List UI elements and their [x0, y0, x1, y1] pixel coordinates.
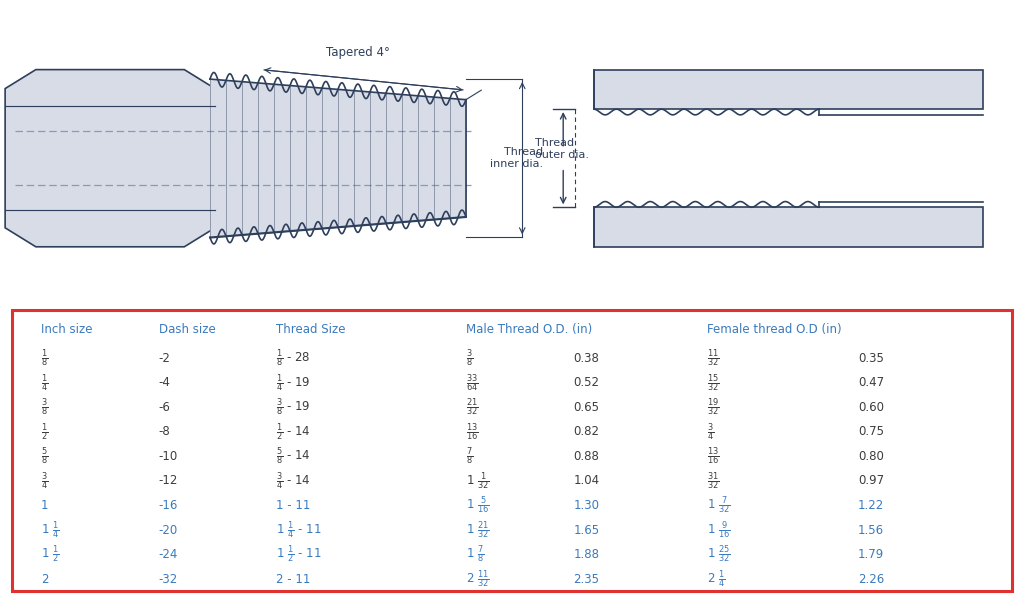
Text: 1 $\frac{21}{32}$: 1 $\frac{21}{32}$ — [466, 519, 489, 541]
Text: 1 $\frac{25}{32}$: 1 $\frac{25}{32}$ — [707, 544, 730, 565]
Text: $\frac{3}{4}$: $\frac{3}{4}$ — [707, 421, 714, 442]
Text: $\frac{3}{4}$ - 14: $\frac{3}{4}$ - 14 — [276, 470, 311, 492]
Text: 1 $\frac{5}{16}$: 1 $\frac{5}{16}$ — [466, 495, 489, 516]
Text: 2 - 11: 2 - 11 — [276, 573, 311, 586]
Polygon shape — [5, 70, 215, 247]
Text: $\frac{11}{32}$: $\frac{11}{32}$ — [707, 347, 719, 369]
Text: 2: 2 — [41, 573, 48, 586]
Text: -24: -24 — [159, 548, 178, 561]
Text: $\frac{13}{16}$: $\frac{13}{16}$ — [707, 445, 719, 467]
Text: 2 $\frac{1}{4}$: 2 $\frac{1}{4}$ — [707, 568, 725, 590]
Text: 1 $\frac{1}{32}$: 1 $\frac{1}{32}$ — [466, 470, 489, 492]
Text: 1 $\frac{1}{4}$: 1 $\frac{1}{4}$ — [41, 519, 59, 541]
Text: 0.47: 0.47 — [858, 376, 885, 389]
Text: 0.75: 0.75 — [858, 425, 884, 438]
Text: $\frac{3}{4}$: $\frac{3}{4}$ — [41, 470, 48, 492]
Text: 1 $\frac{9}{16}$: 1 $\frac{9}{16}$ — [707, 519, 730, 541]
Text: 1 $\frac{1}{2}$ - 11: 1 $\frac{1}{2}$ - 11 — [276, 544, 322, 565]
Text: Dash size: Dash size — [159, 324, 215, 336]
Text: 1 - 11: 1 - 11 — [276, 499, 311, 512]
Text: $\frac{7}{8}$: $\frac{7}{8}$ — [466, 445, 473, 467]
Text: -32: -32 — [159, 573, 178, 586]
Text: 2.26: 2.26 — [858, 573, 885, 586]
Text: $\frac{1}{4}$: $\frac{1}{4}$ — [41, 372, 48, 393]
Text: $\frac{15}{32}$: $\frac{15}{32}$ — [707, 372, 719, 393]
Text: $\frac{21}{32}$: $\frac{21}{32}$ — [466, 396, 478, 418]
Polygon shape — [594, 207, 983, 247]
Text: $\frac{1}{2}$: $\frac{1}{2}$ — [41, 421, 48, 442]
Text: $\frac{19}{32}$: $\frac{19}{32}$ — [707, 396, 719, 418]
Text: $\frac{31}{32}$: $\frac{31}{32}$ — [707, 470, 719, 492]
Text: $\frac{33}{64}$: $\frac{33}{64}$ — [466, 372, 478, 393]
Text: Tapered 4°: Tapered 4° — [327, 45, 390, 59]
Text: 1.30: 1.30 — [573, 499, 599, 512]
Text: Female thread O.D (in): Female thread O.D (in) — [707, 324, 841, 336]
Text: 0.38: 0.38 — [573, 352, 599, 365]
Text: -20: -20 — [159, 524, 178, 537]
Text: 0.88: 0.88 — [573, 450, 599, 463]
Text: 1: 1 — [41, 499, 48, 512]
Text: 1 $\frac{1}{4}$ - 11: 1 $\frac{1}{4}$ - 11 — [276, 519, 322, 541]
Text: $\frac{13}{16}$: $\frac{13}{16}$ — [466, 421, 478, 442]
Text: 0.82: 0.82 — [573, 425, 599, 438]
Text: -6: -6 — [159, 401, 171, 414]
Text: $\frac{1}{8}$: $\frac{1}{8}$ — [41, 347, 48, 369]
Polygon shape — [210, 79, 466, 237]
Text: -16: -16 — [159, 499, 178, 512]
Text: $\frac{3}{8}$ - 19: $\frac{3}{8}$ - 19 — [276, 396, 311, 418]
Text: 0.97: 0.97 — [858, 475, 885, 487]
Text: $\frac{1}{2}$ - 14: $\frac{1}{2}$ - 14 — [276, 421, 311, 442]
Text: 0.80: 0.80 — [858, 450, 884, 463]
Text: 0.60: 0.60 — [858, 401, 884, 414]
Text: 1.04: 1.04 — [573, 475, 600, 487]
Text: $\frac{5}{8}$: $\frac{5}{8}$ — [41, 445, 48, 467]
Text: $\frac{3}{8}$: $\frac{3}{8}$ — [466, 347, 473, 369]
Text: 2.35: 2.35 — [573, 573, 599, 586]
Text: -2: -2 — [159, 352, 171, 365]
Text: 0.65: 0.65 — [573, 401, 599, 414]
Polygon shape — [594, 70, 983, 109]
Text: Male Thread O.D. (in): Male Thread O.D. (in) — [466, 324, 592, 336]
Text: 1 $\frac{7}{8}$: 1 $\frac{7}{8}$ — [466, 544, 484, 565]
Text: $\frac{5}{8}$ - 14: $\frac{5}{8}$ - 14 — [276, 445, 311, 467]
Text: -4: -4 — [159, 376, 171, 389]
Text: 1 $\frac{7}{32}$: 1 $\frac{7}{32}$ — [707, 495, 730, 516]
Text: $\frac{3}{8}$: $\frac{3}{8}$ — [41, 396, 48, 418]
Text: $\frac{1}{8}$ - 28: $\frac{1}{8}$ - 28 — [276, 347, 311, 369]
Text: 1.79: 1.79 — [858, 548, 885, 561]
Text: -10: -10 — [159, 450, 178, 463]
Text: 1.22: 1.22 — [858, 499, 885, 512]
Text: 1 $\frac{1}{2}$: 1 $\frac{1}{2}$ — [41, 544, 59, 565]
Text: Inch size: Inch size — [41, 324, 92, 336]
Text: 1.56: 1.56 — [858, 524, 885, 537]
Text: -8: -8 — [159, 425, 170, 438]
Text: 0.52: 0.52 — [573, 376, 599, 389]
Text: 1.65: 1.65 — [573, 524, 600, 537]
Text: 0.35: 0.35 — [858, 352, 884, 365]
Text: Thread
inner dia.: Thread inner dia. — [489, 147, 543, 169]
Text: Thread
outer dia.: Thread outer dia. — [535, 138, 589, 159]
Text: 2 $\frac{11}{32}$: 2 $\frac{11}{32}$ — [466, 568, 489, 590]
Text: $\frac{1}{4}$ - 19: $\frac{1}{4}$ - 19 — [276, 372, 311, 393]
Text: 1.88: 1.88 — [573, 548, 599, 561]
Text: -12: -12 — [159, 475, 178, 487]
Text: Thread Size: Thread Size — [276, 324, 346, 336]
